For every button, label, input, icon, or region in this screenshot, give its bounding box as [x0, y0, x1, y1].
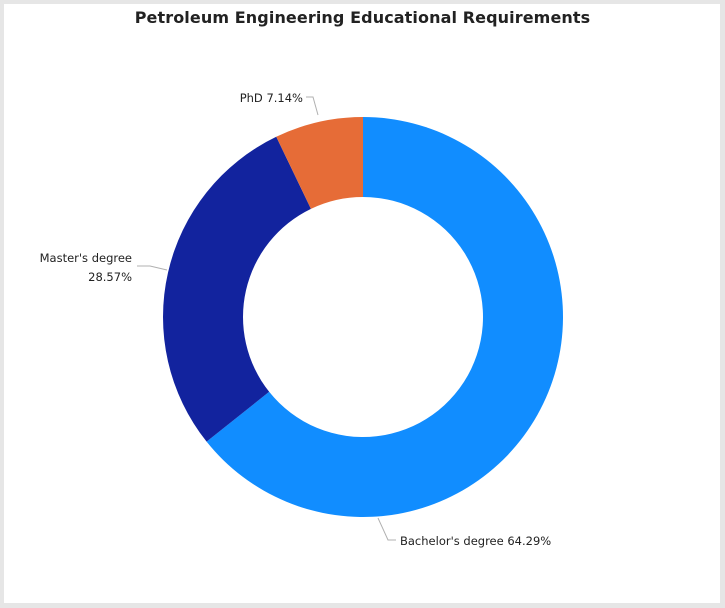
leader-line-phd: [306, 96, 319, 116]
slice-phd[interactable]: [276, 117, 363, 209]
chart-title: Petroleum Engineering Educational Requir…: [134, 8, 591, 27]
slice-bachelor-s-degree[interactable]: [206, 117, 563, 518]
bachelors-label-value: 64.29%: [507, 534, 551, 548]
data-label-masters-name: Master's degree: [40, 251, 132, 265]
phd-label-value: 7.14%: [266, 91, 303, 105]
phd-label-name: PhD: [240, 91, 263, 105]
data-label-masters-value: 28.57%: [88, 270, 132, 284]
data-label-phd: PhD 7.14%: [240, 91, 303, 105]
bachelors-label-name: Bachelor's degree: [400, 534, 504, 548]
slice-master-s-degree[interactable]: [163, 136, 311, 442]
leader-line-bachelors: [377, 517, 396, 541]
donut-slices: [163, 117, 563, 518]
data-label-bachelors: Bachelor's degree 64.29%: [400, 534, 551, 548]
leader-line-masters: [137, 265, 168, 271]
